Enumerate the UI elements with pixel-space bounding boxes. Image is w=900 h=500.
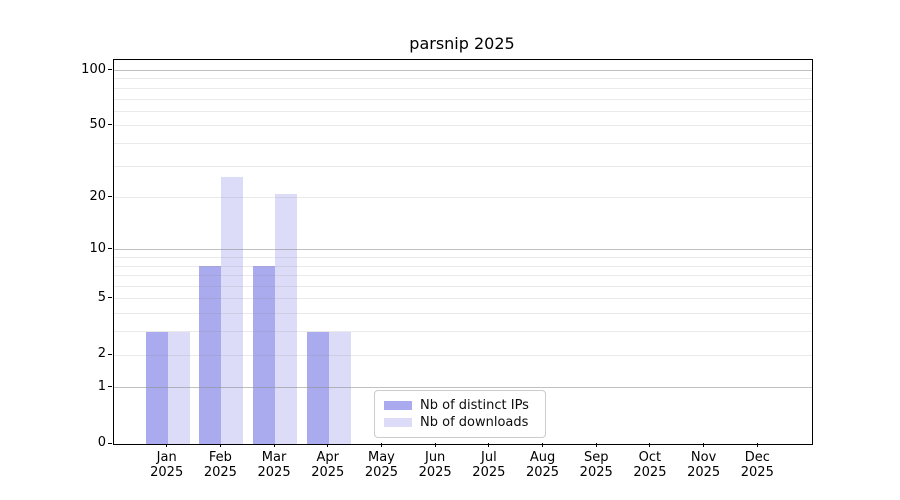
x-tick-mark [273,443,275,447]
x-tick-month: May [368,450,395,465]
x-tick-year: 2025 [311,465,345,480]
x-tick-mark [703,443,705,447]
x-tick-label: Dec 2025 [724,450,790,480]
x-tick-label: Sep 2025 [563,450,629,480]
x-tick-year: 2025 [203,465,237,480]
x-tick-label: Mar 2025 [241,450,307,480]
legend-item-distinct-ips: Nb of distinct IPs [384,398,537,413]
x-tick-year: 2025 [579,465,613,480]
x-tick-year: 2025 [633,465,667,480]
x-tick-label: Apr 2025 [295,450,361,480]
bar-distinct-ips-apr [306,331,329,444]
y-tick-label: 1 [97,378,106,394]
x-tick-year: 2025 [364,465,398,480]
y-tick-label: 50 [89,116,106,132]
bar-distinct-ips-jan [145,331,168,444]
x-tick-mark [649,443,651,447]
bars-layer [114,60,812,444]
y-tick-label: 5 [97,289,106,305]
bar-downloads-jan [167,331,190,444]
legend-item-downloads: Nb of downloads [384,415,537,430]
y-tick-mark [108,248,112,250]
x-tick-year: 2025 [418,465,452,480]
x-tick-label: Feb 2025 [187,450,253,480]
y-tick-mark [108,69,112,70]
y-tick-mark [108,196,112,198]
x-tick-month: Apr [316,450,340,465]
x-tick-mark [380,443,382,447]
x-tick-month: Mar [261,450,287,465]
y-tick-label: 0 [97,435,106,450]
legend-swatch-distinct-ips-icon [384,401,412,410]
x-tick-mark [756,443,758,447]
x-tick-label: Aug 2025 [510,450,576,480]
x-tick-year: 2025 [257,465,291,480]
x-tick-label: Jan 2025 [134,450,200,480]
x-tick-month: Aug [529,450,556,465]
y-tick-mark [108,353,112,355]
x-tick-mark [166,443,168,447]
y-tick-mark [108,442,112,444]
x-tick-label: Oct 2025 [617,450,683,480]
chart-title: parsnip 2025 [409,34,515,53]
x-tick-month: Jun [424,450,446,465]
legend-label-downloads: Nb of downloads [420,415,529,430]
x-tick-month: Oct [638,450,662,465]
y-tick-mark [108,124,112,126]
bar-downloads-feb [221,177,244,444]
x-tick-label: Jul 2025 [456,450,522,480]
x-tick-month: Dec [744,450,770,465]
x-tick-year: 2025 [740,465,774,480]
x-tick-year: 2025 [687,465,721,480]
plot-area: Nb of distinct IPs Nb of downloads [113,59,813,445]
legend-label-distinct-ips: Nb of distinct IPs [420,398,529,413]
x-tick-year: 2025 [525,465,560,480]
y-tick-mark [108,297,112,299]
bar-downloads-mar [275,193,298,444]
y-tick-label: 2 [97,346,106,362]
x-tick-month: Feb [208,450,232,465]
x-tick-mark [595,443,597,447]
x-tick-label: Jun 2025 [402,450,468,480]
bar-distinct-ips-mar [253,266,276,444]
x-tick-month: Jan [156,450,177,465]
y-tick-label: 100 [81,61,106,77]
bar-downloads-apr [328,331,351,444]
y-tick-label: 20 [89,188,106,204]
y-tick-label: 10 [89,240,106,256]
x-tick-mark [327,443,329,447]
x-tick-year: 2025 [150,465,184,480]
x-tick-month: Nov [690,450,717,465]
x-tick-label: May 2025 [348,450,414,480]
x-tick-month: Jul [481,450,497,465]
y-tick-mark [108,386,112,388]
x-tick-mark [542,443,544,447]
x-tick-year: 2025 [472,465,506,480]
x-tick-label: Nov 2025 [671,450,737,480]
bar-distinct-ips-feb [199,266,222,444]
x-tick-mark [434,443,436,447]
legend: Nb of distinct IPs Nb of downloads [374,390,546,438]
x-tick-mark [488,443,490,447]
legend-swatch-downloads-icon [384,418,412,427]
x-tick-mark [219,443,221,447]
x-tick-month: Sep [583,450,609,465]
